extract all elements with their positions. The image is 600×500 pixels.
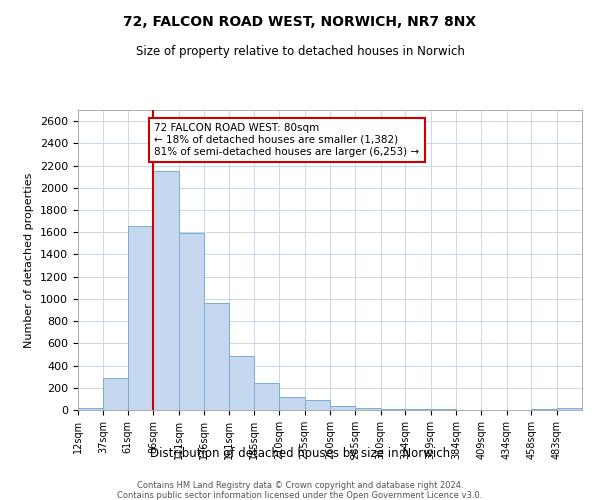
Bar <box>78 408 103 410</box>
Text: 72, FALCON ROAD WEST, NORWICH, NR7 8NX: 72, FALCON ROAD WEST, NORWICH, NR7 8NX <box>124 15 476 29</box>
Bar <box>279 396 305 410</box>
Bar <box>254 384 279 410</box>
Bar <box>103 378 128 410</box>
Bar <box>305 400 330 410</box>
Y-axis label: Number of detached properties: Number of detached properties <box>25 172 34 348</box>
Bar <box>128 226 153 410</box>
Bar <box>179 234 204 410</box>
Bar <box>204 304 229 410</box>
Text: Distribution of detached houses by size in Norwich: Distribution of detached houses by size … <box>150 448 450 460</box>
Bar <box>381 409 405 410</box>
Text: 72 FALCON ROAD WEST: 80sqm
← 18% of detached houses are smaller (1,382)
81% of s: 72 FALCON ROAD WEST: 80sqm ← 18% of deta… <box>154 124 419 156</box>
Bar <box>557 408 582 410</box>
Bar <box>153 171 179 410</box>
Bar <box>330 406 355 410</box>
Bar <box>229 356 254 410</box>
Text: Contains public sector information licensed under the Open Government Licence v3: Contains public sector information licen… <box>118 491 482 500</box>
Text: Contains HM Land Registry data © Crown copyright and database right 2024.: Contains HM Land Registry data © Crown c… <box>137 481 463 490</box>
Bar <box>355 408 381 410</box>
Text: Size of property relative to detached houses in Norwich: Size of property relative to detached ho… <box>136 45 464 58</box>
